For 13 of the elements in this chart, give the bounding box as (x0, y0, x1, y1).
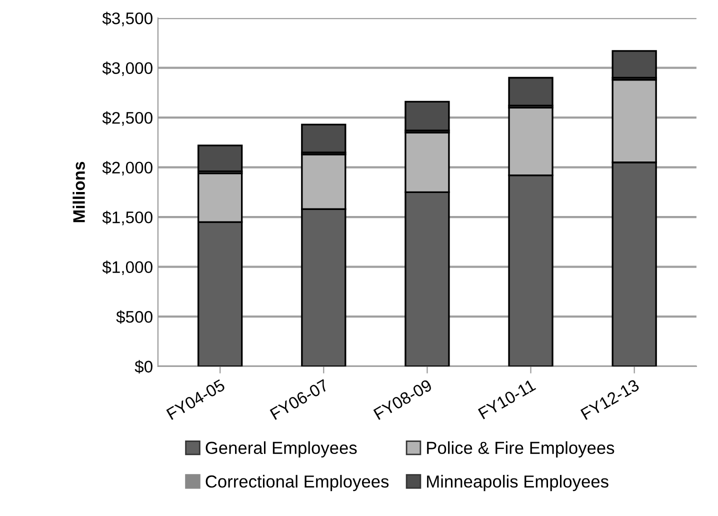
y-tick-label: $0 (134, 360, 152, 374)
y-tick-label: $500 (116, 310, 152, 324)
y-axis-title: Millions (72, 162, 85, 222)
legend-label: Minneapolis Employees (427, 474, 608, 492)
legend-label: Correctional Employees (206, 474, 389, 492)
legend-label: General Employees (206, 441, 357, 458)
y-tick-label: $3,500 (102, 12, 152, 26)
y-tick-label: $3,000 (102, 62, 152, 76)
legend-label: Police & Fire Employees (427, 441, 614, 458)
y-tick-label: $2,000 (102, 161, 152, 176)
y-tick-label: $1,000 (102, 260, 152, 276)
y-tick-label: $1,500 (102, 210, 152, 226)
y-tick-label: $2,500 (102, 111, 152, 126)
